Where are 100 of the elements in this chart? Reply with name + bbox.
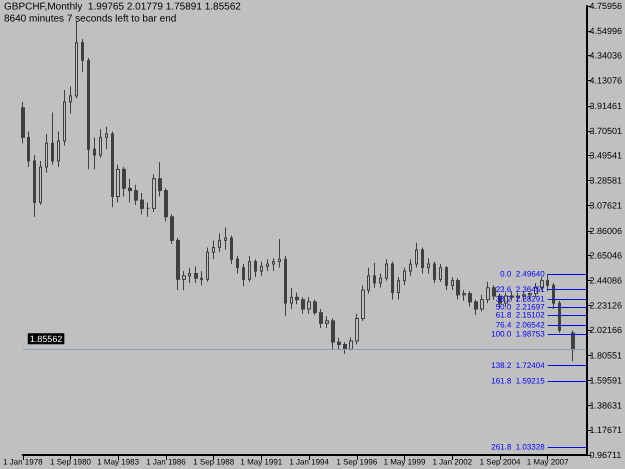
candlestick [39, 160, 42, 206]
candlestick [134, 184, 138, 206]
candlestick [486, 281, 490, 304]
candlestick [301, 296, 305, 314]
candlestick [75, 20, 78, 99]
candlestick [319, 308, 323, 328]
x-tick-label: 1 Sep 1980 [50, 458, 92, 466]
y-tick-label: 1.17671 [589, 425, 622, 436]
candlestick [218, 232, 221, 253]
candlestick [415, 242, 418, 268]
candlestick [343, 342, 347, 355]
candlestick [242, 264, 245, 288]
y-tick-label: 1.38631 [589, 400, 622, 410]
candlestick [307, 296, 311, 314]
candlestick [325, 316, 329, 328]
y-tick-label: 2.44086 [589, 276, 622, 286]
candlestick [337, 336, 341, 350]
x-tick-label: 1 May 2007 [526, 458, 570, 466]
y-tick-label: 3.49541 [589, 150, 622, 161]
x-tick-label: 1 May 1991 [240, 458, 283, 466]
candlestick [409, 258, 412, 276]
y-tick-label: 4.75956 [589, 1, 622, 11]
candlestick [254, 258, 257, 278]
candlestick [552, 282, 555, 310]
candlestick [27, 130, 30, 168]
ref-line-label: 261.8 1.03328 [491, 442, 546, 452]
y-tick-label: 3.28581 [589, 175, 622, 186]
candlestick [278, 238, 281, 268]
candlestick [367, 267, 370, 294]
candlestick [474, 299, 478, 316]
candlestick [248, 255, 251, 282]
candlestick [45, 133, 48, 174]
candlestick [391, 261, 394, 300]
candlestick [433, 261, 436, 284]
candlestick [158, 162, 162, 198]
candlestick [81, 38, 84, 73]
ref-line-label: 76.4 2.06542 [496, 320, 546, 330]
candlestick [546, 273, 549, 292]
y-tick-label: 3.07621 [589, 200, 622, 210]
candlestick [379, 273, 382, 288]
ref-line-label: 0.0 2.49640 [500, 269, 546, 278]
y-tick-label: 4.54996 [589, 26, 622, 36]
candlestick [122, 166, 126, 198]
y-tick-label: 3.70501 [589, 126, 622, 136]
x-tick-label: 1 Sep 1988 [193, 458, 235, 466]
candlestick [385, 258, 388, 282]
ref-line-label: 61.8 2.15102 [496, 310, 546, 320]
candlestick [284, 255, 287, 317]
candlestick [480, 294, 484, 312]
candlestick [140, 192, 144, 215]
chart-title: GBPCHF,Monthly 1.99765 2.01779 1.75891 1.85562 [4, 2, 242, 12]
candlestick [349, 336, 353, 351]
candlestick [176, 238, 180, 291]
candlestick [373, 262, 376, 288]
text: 8640 minutes 7 seconds left to bar end [4, 14, 176, 24]
x-tick-label: 1 Jan 1994 [289, 458, 330, 466]
candlestick [260, 261, 263, 276]
candlestick [69, 86, 72, 114]
candlestick [451, 276, 454, 291]
candlestick [439, 264, 442, 282]
candlestick [57, 130, 60, 168]
candlestick [170, 214, 174, 244]
x-tick-label: 1 May 1983 [97, 458, 140, 466]
candlestick [236, 255, 239, 274]
y-tick-label: 2.23126 [589, 300, 622, 310]
candlestick [421, 246, 424, 274]
candlestick [313, 299, 317, 316]
x-tick-label: 1 Jan 1978 [3, 458, 44, 466]
ref-line-label: 100.0 1.98753 [491, 330, 546, 339]
candlestick [212, 240, 215, 260]
y-tick-label: 2.86006 [589, 226, 622, 236]
x-tick-label: 1 Jan 1986 [146, 458, 186, 466]
candlestick [468, 290, 472, 308]
candlestick [230, 235, 233, 265]
candlestick [462, 290, 466, 302]
candlestick [492, 284, 496, 300]
candlestick [111, 130, 114, 208]
candlestick [99, 128, 102, 158]
candlestick [87, 58, 90, 170]
candlestick [194, 266, 198, 284]
candlestick [397, 276, 400, 300]
candlestick [427, 258, 430, 274]
candlestick [33, 154, 36, 218]
x-tick-label: 1 Sep 2004 [480, 458, 522, 466]
ref-line-label: 161.8 1.59215 [491, 376, 546, 386]
candlestick [164, 188, 168, 222]
candlestick [206, 246, 209, 282]
candlestick [51, 112, 54, 166]
candlestick [272, 258, 275, 272]
candlestick [355, 313, 359, 346]
candlestick [403, 267, 406, 286]
candlestick [295, 292, 299, 305]
candlestick [182, 270, 186, 291]
ref-line-label: 50.0 2.21697 [496, 302, 546, 312]
candlestick [224, 226, 227, 250]
candlestick [445, 266, 448, 291]
y-tick-label: 4.34036 [589, 50, 622, 61]
candlestick [63, 90, 66, 146]
y-tick-label: 1.59591 [589, 376, 622, 386]
candlestick [21, 101, 25, 144]
